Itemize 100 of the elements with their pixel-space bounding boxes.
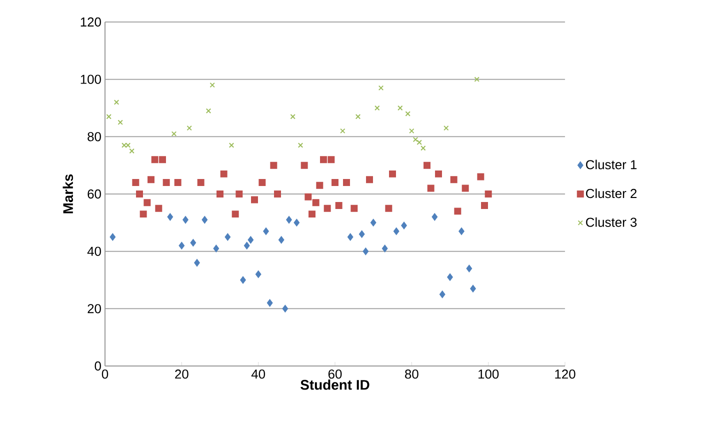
point [458, 228, 464, 235]
point [263, 228, 269, 235]
point [335, 202, 342, 209]
point [110, 233, 116, 241]
point [132, 179, 140, 186]
point [255, 270, 262, 278]
x-tick-label: 100 [478, 370, 499, 379]
point [216, 190, 224, 198]
y-tick-label: 0 [94, 361, 101, 371]
point [140, 210, 147, 218]
point [202, 216, 208, 224]
point [162, 179, 170, 186]
point [432, 213, 438, 221]
point [454, 208, 462, 215]
point [178, 242, 185, 250]
point [167, 213, 174, 221]
point [182, 216, 188, 224]
point [210, 82, 215, 88]
x-tick-label: 40 [251, 370, 266, 379]
x-axis-title: Student ID [300, 380, 370, 390]
point [155, 204, 162, 212]
point [244, 242, 250, 250]
point [389, 170, 396, 178]
point [340, 128, 346, 134]
point [278, 236, 284, 244]
point [398, 105, 403, 111]
point [382, 244, 388, 252]
point [312, 199, 320, 206]
point [236, 190, 243, 198]
y-tick-label: 60 [88, 189, 101, 199]
y-tick-label: 20 [88, 304, 101, 314]
x-tick-label: 20 [175, 370, 188, 379]
point [316, 182, 324, 189]
point [350, 204, 358, 212]
point [385, 204, 392, 212]
point [450, 176, 458, 184]
x-tick-label: 0 [102, 370, 108, 379]
point [477, 173, 484, 180]
x-tick-label: 60 [328, 370, 342, 379]
y-tick-label: 80 [88, 132, 101, 142]
point [358, 230, 365, 238]
point [240, 276, 246, 284]
point [401, 222, 407, 230]
point [320, 156, 327, 164]
point [481, 202, 488, 209]
point [374, 105, 380, 111]
point [427, 184, 434, 192]
point [304, 193, 312, 200]
point [197, 179, 204, 186]
point [405, 111, 410, 116]
point [224, 233, 231, 241]
point [114, 100, 120, 105]
y-axis-title: Marks [62, 174, 74, 214]
point [159, 156, 166, 164]
point [462, 184, 469, 192]
point [136, 190, 143, 198]
point [148, 176, 154, 184]
point [251, 196, 258, 204]
point [274, 190, 281, 198]
point [171, 131, 177, 136]
point [294, 218, 300, 226]
legend-label: Cluster 3 [586, 217, 637, 227]
point [393, 228, 400, 235]
point [332, 179, 338, 186]
point [444, 125, 449, 131]
point [416, 140, 422, 146]
point [308, 210, 316, 218]
point [466, 264, 472, 272]
point [290, 114, 296, 120]
x-tick-label: 80 [405, 370, 418, 379]
point [151, 156, 158, 164]
point [378, 85, 384, 91]
point [298, 142, 304, 148]
point [343, 179, 350, 186]
point [270, 162, 278, 169]
point [328, 156, 335, 164]
point [248, 236, 254, 244]
y-tick-label: 100 [80, 74, 101, 84]
point [370, 218, 376, 226]
legend-label: Cluster 2 [586, 188, 637, 198]
point [228, 142, 234, 148]
point [412, 136, 418, 142]
x-tick-label: 120 [555, 370, 576, 379]
point [355, 114, 361, 120]
point [470, 284, 476, 292]
point [439, 290, 446, 298]
point [282, 304, 288, 312]
point [118, 120, 123, 125]
point [324, 204, 331, 212]
point [213, 244, 220, 252]
point [347, 233, 354, 241]
point [106, 114, 112, 120]
point [122, 142, 127, 148]
point [286, 216, 292, 224]
y-tick-label: 120 [80, 17, 101, 27]
point [258, 179, 266, 186]
point [409, 128, 414, 134]
point [484, 190, 492, 198]
point [206, 108, 212, 114]
point [366, 176, 373, 184]
